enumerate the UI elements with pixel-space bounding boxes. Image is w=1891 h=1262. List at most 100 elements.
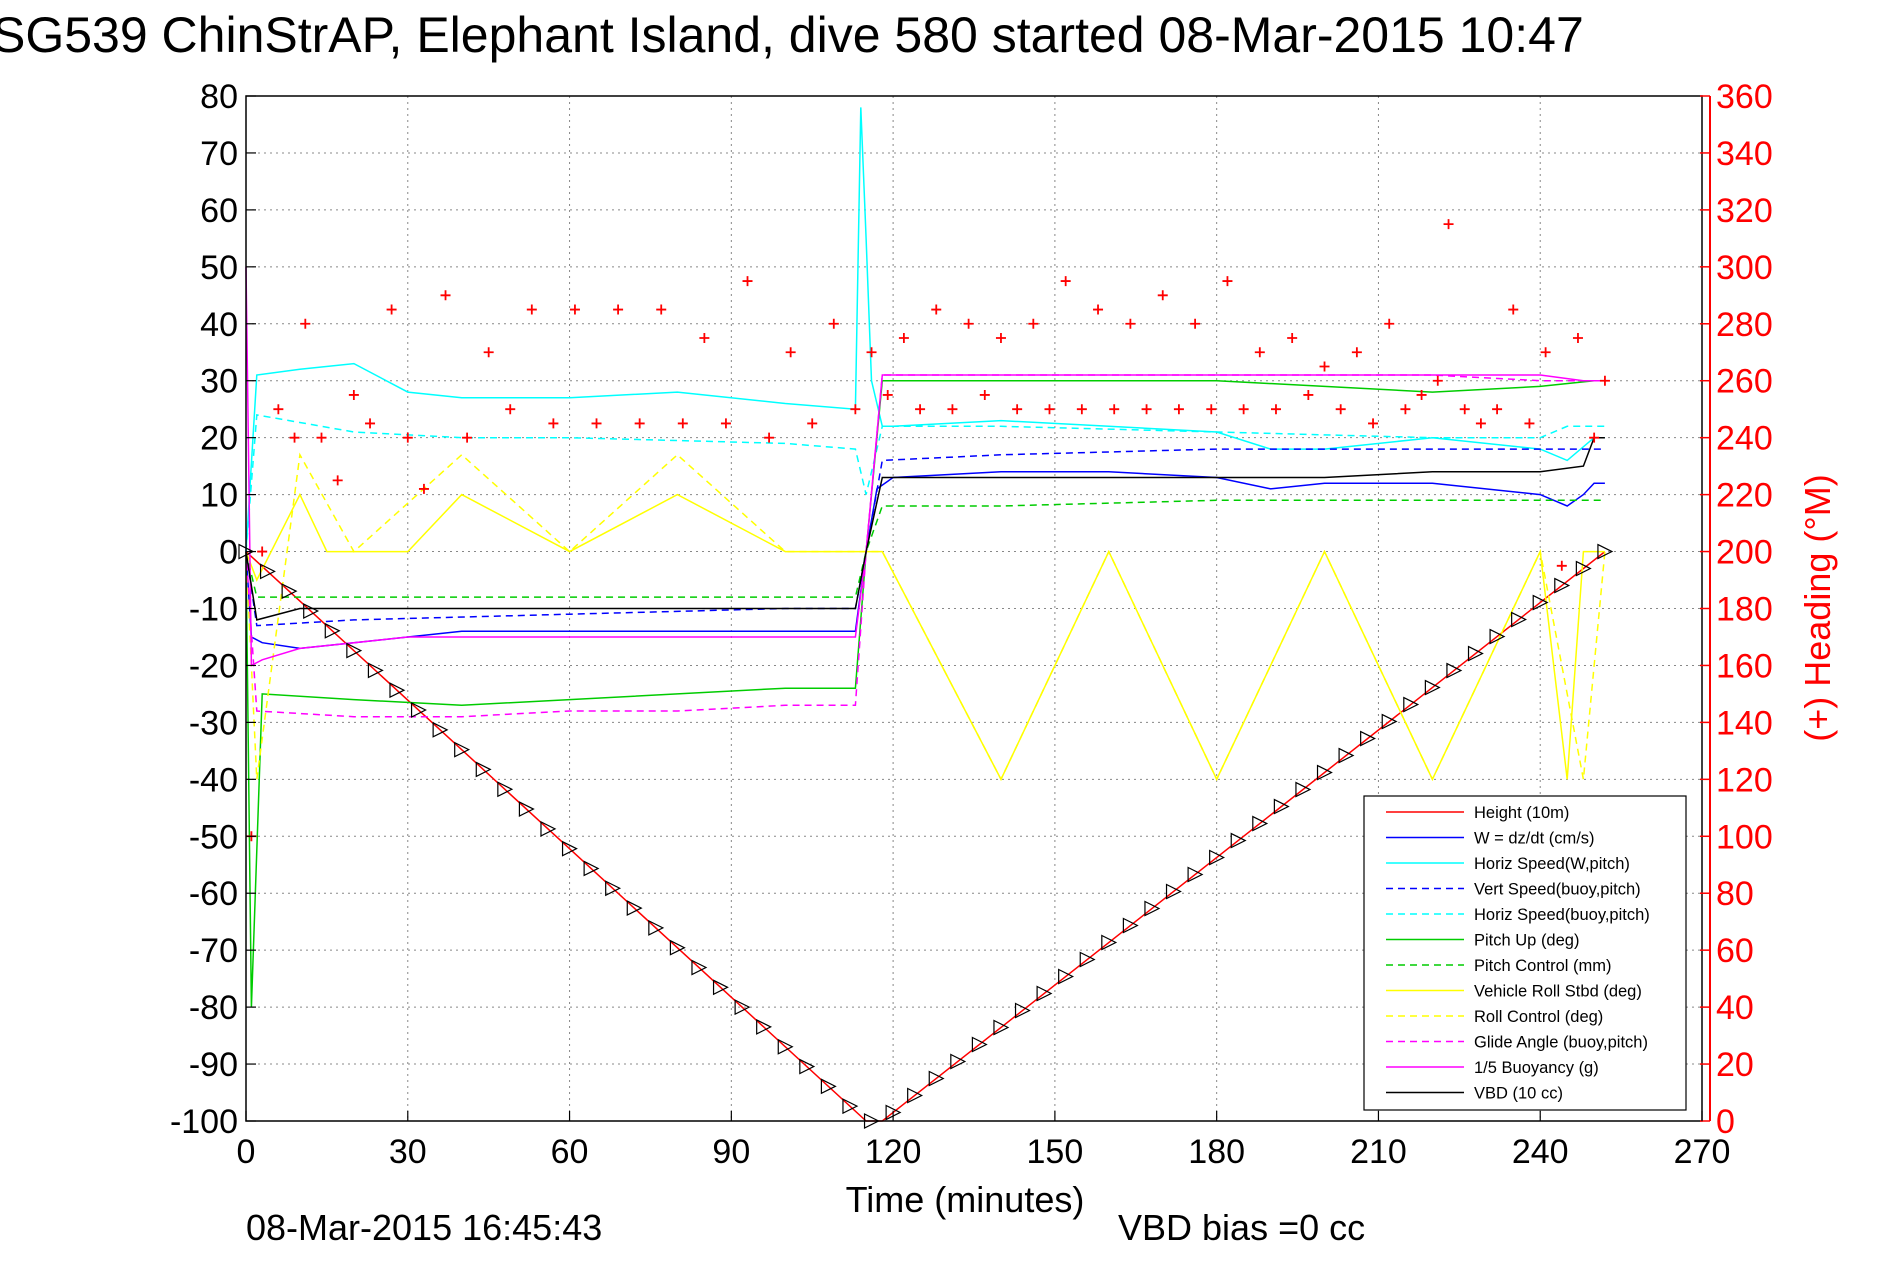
- profile-marker: [691, 959, 708, 976]
- profile-marker: [1403, 696, 1420, 713]
- heading-point: [273, 404, 284, 415]
- right-tick-label: 140: [1716, 704, 1773, 742]
- profile-marker: [1079, 951, 1096, 968]
- left-tick-label: 70: [200, 135, 238, 173]
- profile-marker: [1489, 628, 1506, 645]
- left-tick-label: 50: [200, 249, 238, 287]
- series-vbd-10-cc: [245, 436, 1605, 621]
- heading-point: [1303, 389, 1314, 400]
- heading-point: [289, 432, 300, 443]
- profile-marker: [928, 1070, 945, 1087]
- heading-point: [963, 318, 974, 329]
- heading-point: [1540, 347, 1551, 358]
- legend-label: Pitch Up (deg): [1474, 932, 1579, 950]
- profile-marker: [540, 820, 557, 837]
- profile-marker: [950, 1053, 967, 1070]
- series-layer: [238, 107, 1614, 1129]
- heading-point: [1287, 333, 1298, 344]
- right-tick-label: 80: [1716, 875, 1754, 913]
- legend-entry: Horiz Speed(W,pitch): [1386, 855, 1630, 873]
- x-tick-label: 90: [712, 1133, 750, 1171]
- profile-marker: [756, 1018, 773, 1035]
- left-tick-label: 30: [200, 363, 238, 401]
- heading-point: [1459, 404, 1470, 415]
- legend-entry: Roll Control (deg): [1386, 1008, 1603, 1026]
- profile-marker: [561, 840, 578, 857]
- profile-marker: [1532, 594, 1549, 611]
- profile-marker: [842, 1098, 859, 1115]
- heading-point: [257, 546, 268, 557]
- heading-point: [1368, 418, 1379, 429]
- x-tick-label: 150: [1027, 1133, 1084, 1171]
- x-tick-label: 180: [1188, 1133, 1245, 1171]
- left-tick-label: -80: [189, 989, 238, 1027]
- profile-marker: [971, 1036, 988, 1053]
- legend-label: Vehicle Roll Stbd (deg): [1474, 983, 1642, 1001]
- profile-marker: [1230, 832, 1247, 849]
- heading-point: [1044, 404, 1055, 415]
- profile-marker: [1014, 1002, 1031, 1019]
- right-axis: 3603403203002802602402202001801601401201…: [1700, 78, 1773, 1141]
- x-tick-label: 240: [1512, 1133, 1569, 1171]
- right-tick-label: 360: [1716, 78, 1773, 116]
- right-tick-label: 340: [1716, 135, 1773, 173]
- heading-point: [764, 432, 775, 443]
- profile-marker: [1101, 934, 1118, 951]
- right-tick-label: 0: [1716, 1103, 1735, 1141]
- left-tick-label: -20: [189, 647, 238, 685]
- x-axis-label: Time (minutes): [846, 1179, 1085, 1220]
- series-heading-m: [246, 219, 1610, 842]
- left-tick-label: -60: [189, 875, 238, 913]
- heading-point: [1109, 404, 1120, 415]
- legend-label: Vert Speed(buoy,pitch): [1474, 881, 1641, 899]
- profile-marker: [259, 563, 276, 580]
- legend-entry: Pitch Up (deg): [1386, 932, 1579, 950]
- right-tick-label: 100: [1716, 818, 1773, 856]
- right-tick-label: 280: [1716, 306, 1773, 344]
- heading-point: [548, 418, 559, 429]
- profile-marker: [993, 1019, 1010, 1036]
- profile-marker: [1122, 917, 1139, 934]
- right-tick-label: 300: [1716, 249, 1773, 287]
- heading-point: [742, 276, 753, 287]
- heading-point: [1384, 318, 1395, 329]
- legend-box: [1363, 795, 1687, 1111]
- left-tick-label: 20: [200, 420, 238, 458]
- x-tick-label: 210: [1350, 1133, 1407, 1171]
- heading-point: [1060, 276, 1071, 287]
- profile-marker: [1575, 560, 1592, 577]
- profile-marker: [1360, 730, 1377, 747]
- profile-marker: [820, 1078, 837, 1095]
- profile-marker: [303, 603, 320, 619]
- profile-marker: [648, 919, 665, 936]
- profile-marker: [389, 682, 406, 699]
- profile-marker: [432, 721, 449, 738]
- profile-marker: [605, 880, 622, 897]
- profile-marker: [454, 741, 471, 758]
- legend-entry: Vert Speed(buoy,pitch): [1386, 881, 1641, 899]
- left-tick-label: -70: [189, 932, 238, 970]
- x-tick-label: 0: [237, 1133, 256, 1171]
- heading-point: [1173, 404, 1184, 415]
- profile-marker: [1295, 781, 1312, 798]
- x-tick-label: 30: [389, 1133, 427, 1171]
- right-tick-label: 240: [1716, 420, 1773, 458]
- heading-point: [1206, 404, 1217, 415]
- heading-point: [1319, 361, 1330, 372]
- heading-point: [1222, 276, 1233, 287]
- left-tick-label: -30: [189, 704, 238, 742]
- heading-point: [569, 304, 580, 315]
- heading-point: [483, 347, 494, 358]
- heading-point: [462, 432, 473, 443]
- right-tick-label: 260: [1716, 363, 1773, 401]
- legend-label: Glide Angle (buoy,pitch): [1474, 1034, 1648, 1052]
- heading-point: [1443, 219, 1454, 230]
- profile-marker: [1058, 968, 1075, 985]
- series-1-5-buoyancy-g: [245, 266, 1605, 667]
- x-axis: 0 30 60 90 120 150 180 210 240 270: [237, 1111, 1730, 1171]
- profile-marker: [799, 1058, 816, 1075]
- heading-point: [898, 333, 909, 344]
- heading-point: [1157, 290, 1168, 301]
- heading-point: [915, 404, 926, 415]
- legend-label: Horiz Speed(W,pitch): [1474, 855, 1630, 873]
